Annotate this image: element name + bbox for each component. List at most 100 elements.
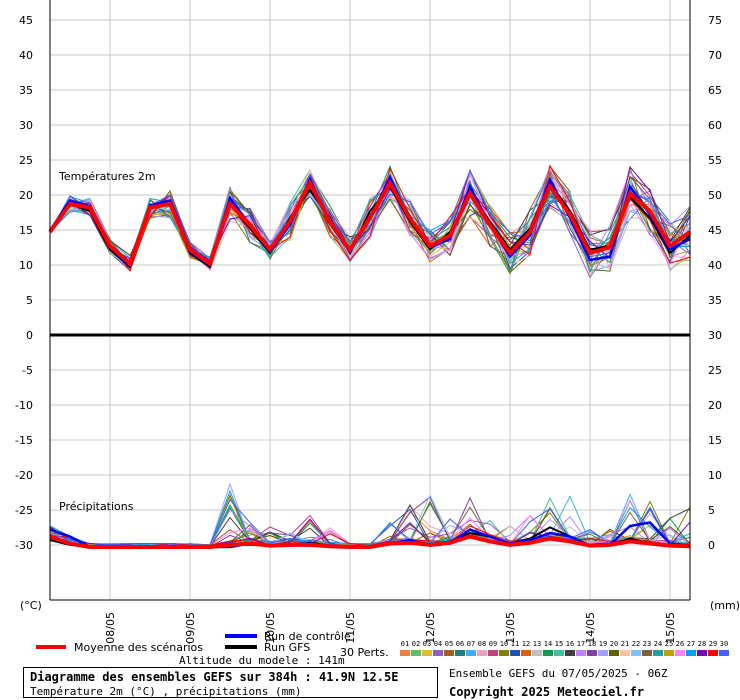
x-tick-label: 10/05 [264,612,277,644]
perturbation-swatch [697,650,707,656]
perturbation-swatch [554,650,564,656]
x-tick-label: 09/05 [184,612,197,644]
info-box: Diagramme des ensembles GEFS sur 384h : … [23,667,438,698]
perturbation-number: 23 [643,640,651,648]
perturbation-number: 24 [654,640,662,648]
perturbation-swatch [477,650,487,656]
perturbation-swatch [631,650,641,656]
x-tick-label: 08/05 [104,612,117,644]
right-tick-label: 5 [708,504,715,517]
right-tick-label: 70 [708,49,722,62]
perturbation-number: 01 [401,640,409,648]
perturbation-swatch [499,650,509,656]
left-tick-label: -25 [15,504,33,517]
perturbation-swatch [609,650,619,656]
info-subtitle: Température 2m (°C) , précipitations (mm… [30,685,302,698]
perturbation-number: 10 [500,640,508,648]
perturbation-number: 08 [478,640,486,648]
right-tick-label: 60 [708,119,722,132]
perturbation-number: 26 [676,640,684,648]
legend-control-label: Run de contrôle [264,630,351,643]
perturbation-number: 13 [533,640,541,648]
perturbation-number: 30 [720,640,728,648]
perturbation-swatch [543,650,553,656]
main-series [48,174,692,549]
perturbation-swatch [708,650,718,656]
perturbation-number: 29 [709,640,717,648]
left-tick-label: 10 [19,259,33,272]
perturbation-number: 15 [555,640,563,648]
right-tick-label: 50 [708,189,722,202]
perturbation-number: 05 [445,640,453,648]
perturbation-number: 25 [665,640,673,648]
left-unit-label: (°C) [20,599,42,612]
perturbation-swatch [675,650,685,656]
right-tick-label: 45 [708,224,722,237]
perturbation-swatch [587,650,597,656]
perturbation-number: 19 [599,640,607,648]
perturbation-number: 17 [577,640,585,648]
left-tick-label: 45 [19,14,33,27]
perturbation-swatch [653,650,663,656]
right-tick-label: 15 [708,434,722,447]
perturbation-number: 04 [434,640,442,648]
left-tick-label: 0 [26,329,33,342]
left-tick-label: 20 [19,189,33,202]
right-tick-label: 35 [708,294,722,307]
perturbation-swatch [455,650,465,656]
perturbation-number: 21 [621,640,629,648]
left-tick-label: -10 [15,399,33,412]
perturbation-swatch [411,650,421,656]
perturbation-number: 12 [522,640,530,648]
perturbation-number: 07 [467,640,475,648]
x-tick-label: 12/05 [424,612,437,644]
perturbation-swatch [433,650,443,656]
x-tick-label: 13/05 [504,612,517,644]
perturbation-swatch [620,650,630,656]
precipitation-panel-label: Précipitations [59,500,134,513]
axes [49,0,691,601]
right-tick-label: 75 [708,14,722,27]
right-tick-label: 10 [708,469,722,482]
left-tick-label: -20 [15,469,33,482]
x-tick-label: 11/05 [344,612,357,644]
mean-precip-line [49,534,691,549]
perturbation-number: 02 [412,640,420,648]
perturbation-swatch [642,650,652,656]
perturbation-swatch [664,650,674,656]
legend-gfs-label: Run GFS [264,641,310,654]
right-tick-label: 25 [708,364,722,377]
x-tick-label: 14/05 [584,612,597,644]
perturbation-swatch [521,650,531,656]
temperature-panel-label: Températures 2m [58,170,156,183]
right-tick-label: 55 [708,154,722,167]
left-tick-label: 35 [19,84,33,97]
perturbation-swatch [565,650,575,656]
left-tick-label: 5 [26,294,33,307]
right-tick-label: 30 [708,329,722,342]
perturbation-number: 11 [511,640,519,648]
legend: Moyenne des scénarios Run de contrôle Ru… [36,630,729,659]
perturbation-number: 16 [566,640,574,648]
left-tick-label: 15 [19,224,33,237]
copyright: Copyright 2025 Meteociel.fr [449,685,645,699]
left-tick-label: 30 [19,119,33,132]
left-tick-label: 25 [19,154,33,167]
perturbation-swatch [510,650,520,656]
right-tick-label: 40 [708,259,722,272]
perturbation-swatch [576,650,586,656]
perturbation-swatch [422,650,432,656]
perturbation-swatch [466,650,476,656]
perturbation-swatch [400,650,410,656]
right-unit-label: (mm) [710,599,740,612]
right-tick-label: 20 [708,399,722,412]
left-tick-label: -15 [15,434,33,447]
legend-perts-label: 30 Perts. [340,646,389,659]
grid-lines [50,0,690,600]
perturbation-number: 22 [632,640,640,648]
perturbation-swatch [686,650,696,656]
member-temperature-line [49,164,691,272]
mean-temperature-line [48,178,692,267]
